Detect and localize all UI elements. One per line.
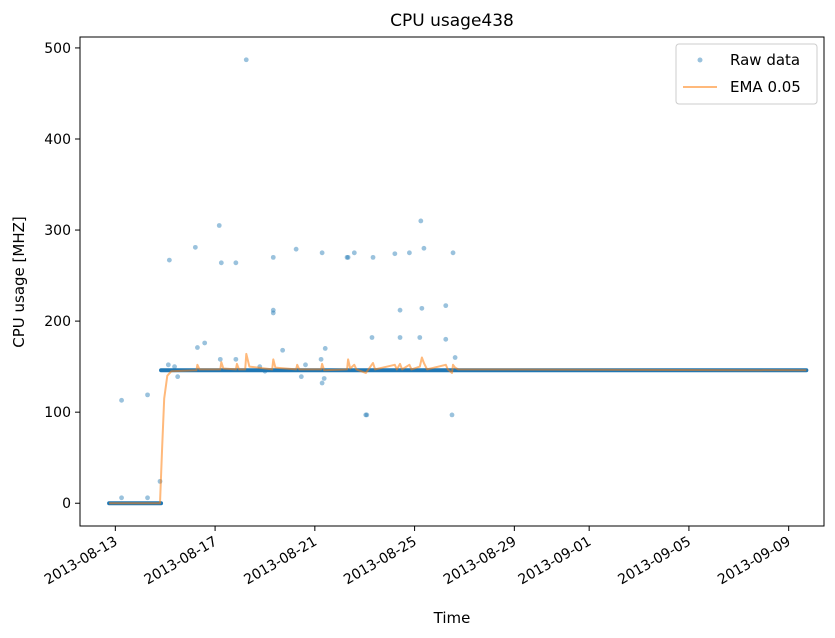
raw-data-point — [443, 303, 449, 309]
raw-data-point — [270, 310, 276, 316]
raw-data-point — [216, 223, 222, 228]
raw-data-point — [218, 260, 224, 266]
y-tick-label: 100 — [44, 405, 71, 421]
raw-data-point — [417, 335, 423, 340]
raw-data-point — [363, 412, 369, 418]
raw-data-point — [322, 346, 328, 351]
raw-data-point — [192, 244, 198, 250]
raw-data-point — [270, 307, 276, 313]
raw-data-point — [280, 347, 286, 353]
raw-data-point — [195, 345, 200, 350]
raw-data-point — [172, 364, 177, 370]
raw-data-point — [351, 250, 357, 256]
raw-data-point — [303, 362, 308, 368]
y-tick-label: 400 — [44, 132, 71, 148]
raw-data-point — [145, 392, 150, 398]
raw-data-point — [321, 376, 327, 381]
legend-label-ema: EMA 0.05 — [730, 78, 801, 96]
raw-data-point — [165, 362, 171, 368]
raw-data-point — [369, 335, 375, 340]
raw-data-point — [318, 356, 324, 362]
y-tick-label: 500 — [44, 41, 71, 57]
raw-data-point — [270, 254, 276, 260]
chart-title: CPU usage438 — [390, 11, 514, 31]
ema-line — [109, 352, 807, 505]
raw-data-point — [319, 250, 325, 256]
raw-data-point — [233, 260, 239, 266]
plot-background — [80, 37, 824, 526]
raw-data-point — [262, 368, 268, 374]
raw-data-point — [345, 254, 351, 260]
raw-data-point — [449, 412, 455, 418]
raw-data-point — [397, 307, 403, 313]
raw-data-point — [421, 245, 427, 251]
legend-box — [675, 43, 818, 105]
raw-data-point — [293, 246, 299, 252]
legend-marker-raw-data — [697, 57, 703, 63]
legend-label-raw-data: Raw data — [730, 51, 800, 69]
raw-data-point — [217, 356, 223, 362]
plot-frame — [79, 36, 825, 527]
raw-data-point — [344, 254, 350, 260]
raw-data-point — [175, 374, 181, 380]
y-tick-label: 300 — [44, 223, 71, 239]
raw-data-point — [392, 251, 398, 257]
raw-data-point — [418, 218, 424, 224]
raw-data-point — [370, 254, 376, 260]
y-axis-label: CPU usage [MHZ] — [10, 216, 28, 348]
raw-data-point — [397, 335, 403, 340]
raw-data-point — [119, 495, 124, 501]
raw-data-point — [166, 257, 172, 263]
raw-data-point — [443, 336, 449, 342]
y-axis: 0 100 200 300 400 500 — [44, 41, 80, 512]
raw-data-point — [319, 380, 325, 386]
raw-data-point — [119, 397, 124, 403]
raw-data-point — [419, 305, 425, 311]
y-tick-label: 0 — [62, 496, 71, 512]
raw-data-point — [233, 356, 239, 362]
raw-data-point — [298, 374, 304, 380]
raw-data-point — [450, 250, 456, 256]
raw-data-point — [243, 57, 249, 63]
legend: Raw data EMA 0.05 — [675, 43, 818, 105]
raw-data-point — [202, 340, 208, 346]
x-axis-label: Time — [433, 609, 471, 627]
plot-area — [79, 36, 825, 527]
raw-data-point — [145, 495, 150, 501]
raw-data-point — [406, 250, 412, 256]
raw-data-point — [452, 355, 458, 360]
y-tick-label: 200 — [44, 314, 71, 330]
raw-data-point — [364, 412, 370, 418]
